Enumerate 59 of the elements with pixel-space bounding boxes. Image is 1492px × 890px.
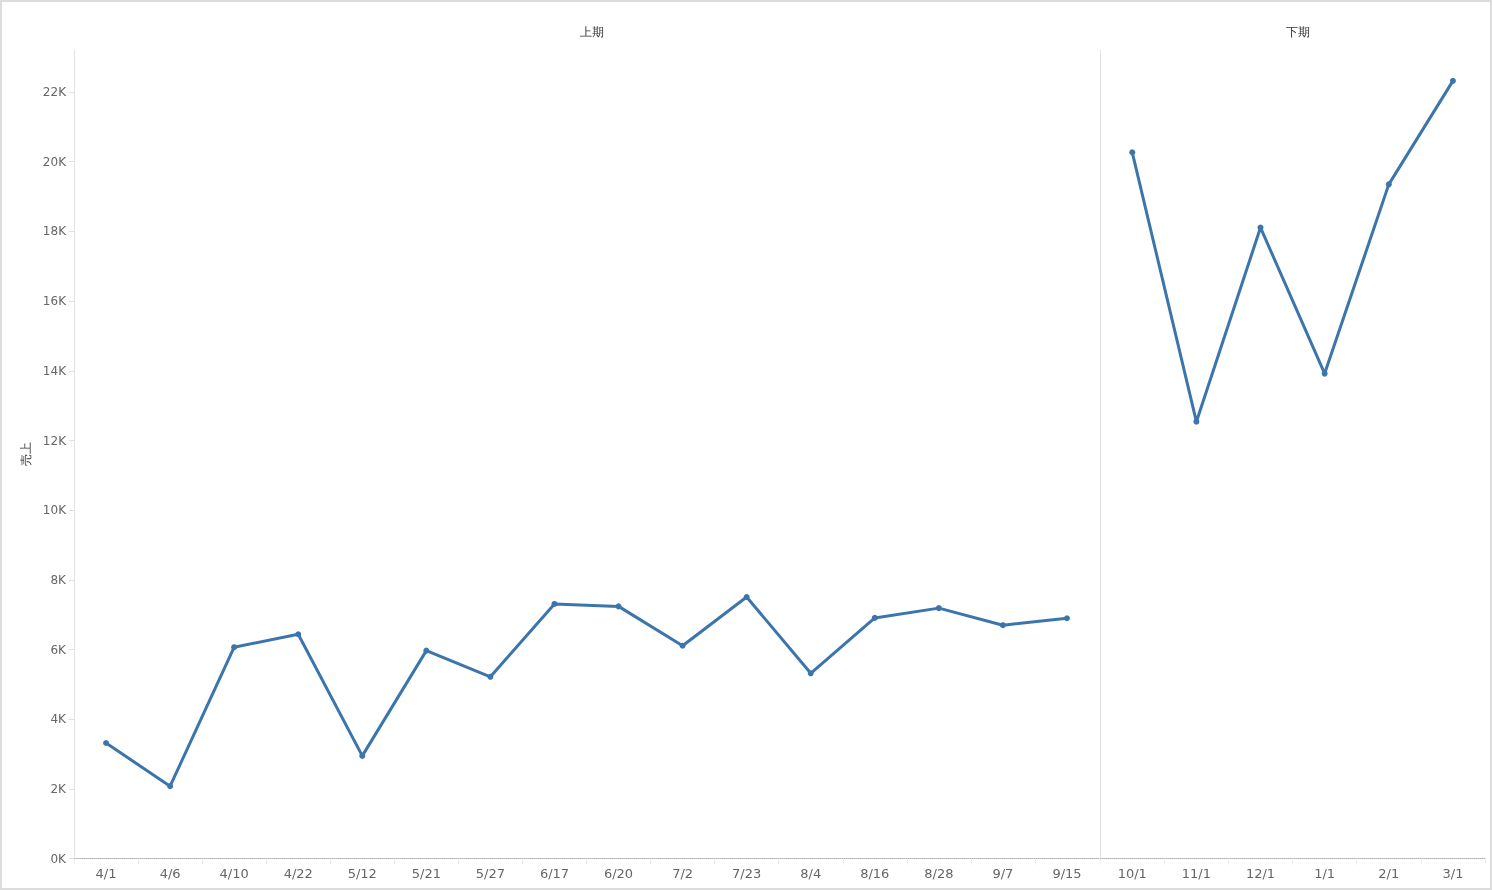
y-tick-label: 16K bbox=[42, 294, 68, 309]
point bbox=[1063, 615, 1070, 622]
x-tick-label: 6/17 bbox=[539, 865, 570, 881]
point bbox=[103, 740, 110, 746]
x-tick-label: 1/1 bbox=[1314, 865, 1336, 881]
point bbox=[1257, 224, 1264, 231]
x-tick-label: 5/27 bbox=[475, 865, 506, 881]
point bbox=[935, 605, 942, 612]
y-tick-label: 6K bbox=[50, 642, 68, 657]
point bbox=[1193, 418, 1200, 425]
point bbox=[999, 622, 1006, 629]
point bbox=[551, 600, 558, 607]
y-tick-label: 4K bbox=[50, 712, 68, 727]
x-tick-label: 8/4 bbox=[800, 865, 822, 881]
point bbox=[1385, 181, 1392, 188]
point bbox=[679, 642, 686, 649]
x-tick-label: 7/2 bbox=[672, 865, 694, 881]
y-tick-label: 2K bbox=[50, 782, 68, 796]
x-tick-label: 2/1 bbox=[1378, 865, 1400, 881]
point bbox=[807, 670, 814, 677]
point bbox=[1321, 370, 1328, 377]
x-tick-label: 4/10 bbox=[219, 865, 249, 881]
x-tick-label: 9/15 bbox=[1052, 865, 1082, 881]
point bbox=[423, 647, 430, 654]
x-tick-label: 7/23 bbox=[732, 865, 762, 881]
point bbox=[487, 673, 494, 680]
x-tick-label: 8/16 bbox=[860, 865, 890, 881]
y-axis-title: 売上 bbox=[18, 442, 33, 467]
point bbox=[743, 593, 750, 600]
x-tick-label: 5/12 bbox=[347, 865, 377, 881]
y-tick-label: 14K bbox=[42, 363, 68, 378]
x-tick-label: 4/22 bbox=[283, 865, 313, 881]
y-tick-label: 0K bbox=[50, 851, 68, 866]
point bbox=[1129, 149, 1136, 156]
x-tick-label: 4/6 bbox=[159, 865, 181, 881]
y-tick-label: 20K bbox=[42, 154, 68, 169]
x-tick-label: 6/20 bbox=[603, 865, 634, 881]
point bbox=[359, 752, 366, 759]
point bbox=[295, 631, 302, 638]
chart-title: 上期 bbox=[580, 25, 605, 39]
chart-title: 下期 bbox=[1285, 25, 1310, 39]
point bbox=[1449, 77, 1456, 84]
point bbox=[871, 614, 878, 621]
y-tick-label: 12K bbox=[42, 433, 68, 448]
x-tick-label: 5/21 bbox=[411, 865, 441, 881]
x-tick-label: 11/1 bbox=[1181, 865, 1211, 881]
x-tick-label: 10/1 bbox=[1117, 865, 1147, 881]
y-tick-label: 10K bbox=[42, 503, 68, 518]
x-tick-label: 8/28 bbox=[924, 865, 954, 881]
point bbox=[167, 783, 174, 790]
y-tick-label: 22K bbox=[42, 85, 68, 100]
x-tick-label: 9/7 bbox=[992, 865, 1014, 881]
y-tick-label: 18K bbox=[42, 224, 68, 239]
point bbox=[615, 603, 622, 610]
x-tick-label: 3/1 bbox=[1442, 865, 1464, 881]
y-tick-label: 8K bbox=[50, 572, 68, 587]
x-tick-label: 4/1 bbox=[95, 865, 117, 881]
x-tick-label: 12/1 bbox=[1245, 865, 1276, 881]
point bbox=[231, 644, 238, 651]
